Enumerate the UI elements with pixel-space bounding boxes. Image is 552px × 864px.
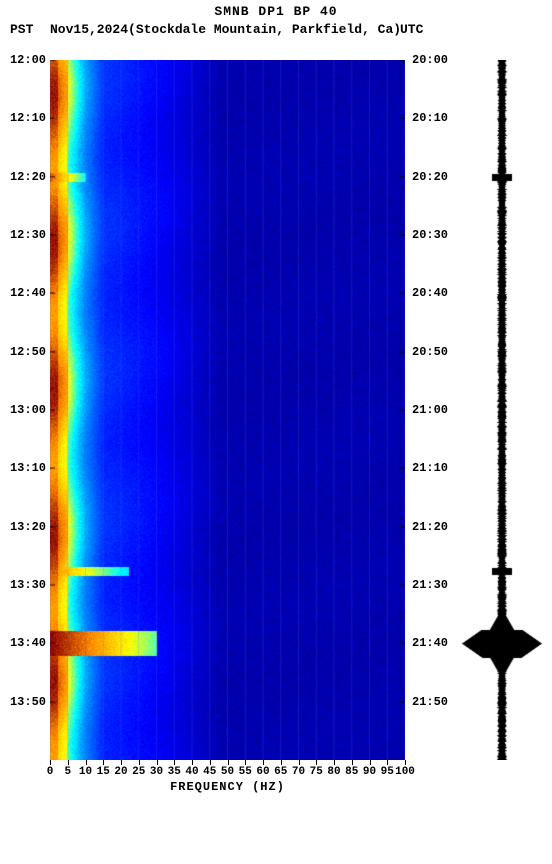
frequency-axis: FREQUENCY (HZ) 05 10 15 20 25 30 35 40 45 50 55 60 6… <box>50 760 405 794</box>
freq-tick <box>281 760 282 765</box>
freq-tick <box>299 760 300 765</box>
time-left-tick: 13:40 <box>10 636 46 650</box>
freq-tick <box>245 760 246 765</box>
freq-tick <box>228 760 229 765</box>
time-left-tick: 13:10 <box>10 461 46 475</box>
time-axis-left: 12:0012:1012:2012:3012:4012:5013:0013:10… <box>6 60 46 760</box>
freq-tick <box>86 760 87 765</box>
freq-tick-label: 75 <box>310 766 323 778</box>
tz-left-label: PST <box>10 22 33 37</box>
freq-tick-label: 80 <box>327 766 340 778</box>
freq-tick <box>316 760 317 765</box>
freq-tick <box>210 760 211 765</box>
freq-tick <box>192 760 193 765</box>
freq-tick <box>157 760 158 765</box>
freq-tick-label: 85 <box>345 766 358 778</box>
time-right-tick: 20:20 <box>412 170 448 184</box>
freq-tick <box>263 760 264 765</box>
freq-tick <box>370 760 371 765</box>
spectrogram-plot <box>50 60 405 760</box>
freq-tick <box>50 760 51 765</box>
freq-tick-label: 25 <box>132 766 145 778</box>
freq-tick <box>121 760 122 765</box>
chart-title: SMNB DP1 BP 40 <box>0 4 552 19</box>
time-axis-right: 20:0020:1020:2020:3020:4020:5021:0021:10… <box>412 60 452 760</box>
time-left-tick: 13:20 <box>10 520 46 534</box>
freq-tick-label: 70 <box>292 766 305 778</box>
freq-tick-label: 90 <box>363 766 376 778</box>
freq-tick <box>387 760 388 765</box>
freq-tick-label: 100 <box>395 766 415 778</box>
freq-tick-label: 40 <box>185 766 198 778</box>
freq-tick-label: 30 <box>150 766 163 778</box>
freq-tick <box>139 760 140 765</box>
time-right-tick: 20:00 <box>412 53 448 67</box>
freq-tick-label: 5 <box>64 766 71 778</box>
time-left-tick: 12:50 <box>10 345 46 359</box>
time-right-tick: 21:00 <box>412 403 448 417</box>
time-left-tick: 12:10 <box>10 111 46 125</box>
time-right-tick: 20:30 <box>412 228 448 242</box>
seismogram-plot <box>460 60 544 760</box>
freq-tick-label: 55 <box>239 766 252 778</box>
freq-tick <box>103 760 104 765</box>
time-left-tick: 13:30 <box>10 578 46 592</box>
freq-tick <box>68 760 69 765</box>
time-right-tick: 21:50 <box>412 695 448 709</box>
freq-tick-label: 65 <box>274 766 287 778</box>
freq-tick-label: 50 <box>221 766 234 778</box>
time-right-tick: 21:20 <box>412 520 448 534</box>
time-left-tick: 13:50 <box>10 695 46 709</box>
time-right-tick: 21:30 <box>412 578 448 592</box>
freq-tick <box>334 760 335 765</box>
time-right-tick: 20:40 <box>412 286 448 300</box>
frequency-axis-label: FREQUENCY (HZ) <box>50 780 405 794</box>
time-left-tick: 12:40 <box>10 286 46 300</box>
freq-tick-label: 45 <box>203 766 216 778</box>
freq-tick-label: 0 <box>47 766 54 778</box>
freq-tick-label: 10 <box>79 766 92 778</box>
time-right-tick: 21:10 <box>412 461 448 475</box>
freq-tick-label: 60 <box>256 766 269 778</box>
time-left-tick: 12:30 <box>10 228 46 242</box>
freq-tick-label: 35 <box>168 766 181 778</box>
time-right-tick: 21:40 <box>412 636 448 650</box>
time-left-tick: 13:00 <box>10 403 46 417</box>
freq-tick <box>405 760 406 765</box>
freq-tick-label: 95 <box>381 766 394 778</box>
freq-tick <box>352 760 353 765</box>
time-left-tick: 12:00 <box>10 53 46 67</box>
freq-tick <box>174 760 175 765</box>
time-right-tick: 20:10 <box>412 111 448 125</box>
time-right-tick: 20:50 <box>412 345 448 359</box>
date-location-label: Nov15,2024(Stockdale Mountain, Parkfield… <box>50 22 401 37</box>
freq-tick-label: 20 <box>114 766 127 778</box>
tz-right-label: UTC <box>400 22 423 37</box>
time-left-tick: 12:20 <box>10 170 46 184</box>
freq-tick-label: 15 <box>97 766 110 778</box>
